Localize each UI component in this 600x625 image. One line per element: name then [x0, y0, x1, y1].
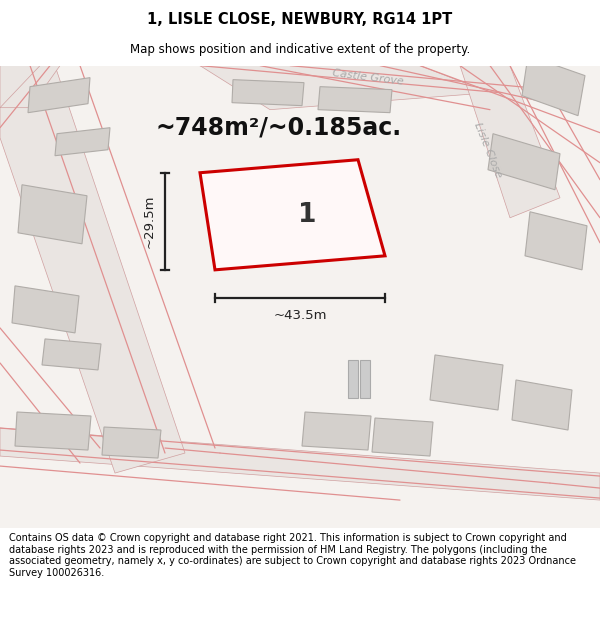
Polygon shape: [28, 78, 90, 112]
Polygon shape: [15, 412, 91, 450]
Polygon shape: [318, 87, 392, 112]
Text: Lisle Close: Lisle Close: [472, 121, 503, 179]
Polygon shape: [460, 66, 560, 218]
Polygon shape: [200, 160, 385, 270]
Text: Castle Grove: Castle Grove: [332, 68, 404, 87]
Polygon shape: [302, 412, 371, 450]
Polygon shape: [348, 360, 358, 398]
Polygon shape: [488, 134, 560, 190]
Polygon shape: [512, 380, 572, 430]
Polygon shape: [372, 418, 433, 456]
Polygon shape: [18, 185, 87, 244]
Polygon shape: [55, 127, 110, 156]
Polygon shape: [430, 355, 503, 410]
Polygon shape: [102, 427, 161, 458]
Polygon shape: [200, 66, 490, 109]
Text: ~29.5m: ~29.5m: [143, 194, 155, 248]
Text: 1: 1: [298, 201, 317, 228]
Polygon shape: [360, 360, 370, 398]
Text: Contains OS data © Crown copyright and database right 2021. This information is : Contains OS data © Crown copyright and d…: [9, 533, 576, 578]
Polygon shape: [0, 428, 600, 500]
Polygon shape: [0, 66, 185, 473]
Polygon shape: [42, 339, 101, 370]
Polygon shape: [525, 212, 587, 270]
Polygon shape: [522, 56, 585, 116]
Polygon shape: [12, 286, 79, 333]
Text: 1, LISLE CLOSE, NEWBURY, RG14 1PT: 1, LISLE CLOSE, NEWBURY, RG14 1PT: [148, 12, 452, 27]
Polygon shape: [0, 66, 60, 108]
Text: ~748m²/~0.185ac.: ~748m²/~0.185ac.: [155, 116, 401, 140]
Polygon shape: [232, 79, 304, 106]
Text: ~43.5m: ~43.5m: [273, 309, 327, 322]
Text: Map shows position and indicative extent of the property.: Map shows position and indicative extent…: [130, 42, 470, 56]
